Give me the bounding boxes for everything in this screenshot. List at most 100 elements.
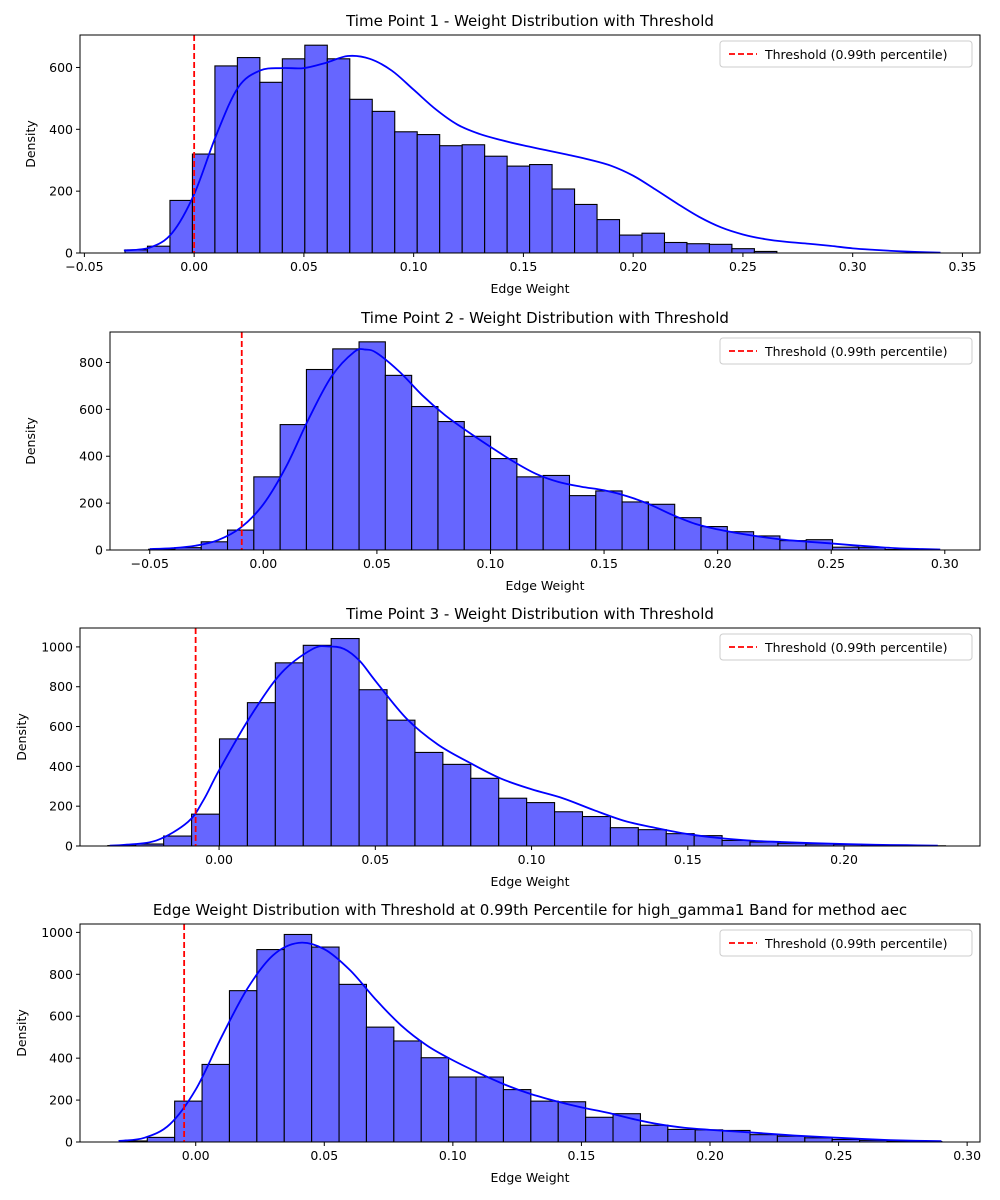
chart-panel-2: −0.05 0.00 0.05 0.10 0.15 0.20 0.25 0.30 0 200 400… xyxy=(23,309,981,593)
histogram-bar xyxy=(502,1089,532,1142)
histogram-bar xyxy=(516,476,544,550)
y-tick-label: 200 xyxy=(49,1093,73,1108)
histogram-bar xyxy=(246,702,276,846)
x-tick-label: 0.00 xyxy=(182,1148,210,1163)
histogram-bar xyxy=(475,1076,504,1142)
plot-area xyxy=(148,332,941,550)
histogram-bar xyxy=(585,1116,614,1142)
histogram-bar xyxy=(169,199,193,253)
x-tick-label: 0.20 xyxy=(704,556,732,571)
y-tick-label: 600 xyxy=(49,1009,73,1024)
histogram-bar xyxy=(236,57,261,253)
plot-area xyxy=(123,35,941,253)
histogram-bar xyxy=(490,458,518,550)
histogram-bar xyxy=(621,501,649,550)
histogram-bar xyxy=(163,835,193,846)
axes-frame xyxy=(79,923,981,1143)
y-tick-label: 0 xyxy=(65,1135,73,1150)
legend: Threshold (0.99th percentile) xyxy=(719,40,973,68)
histogram-bar xyxy=(557,1101,587,1142)
histogram-bar xyxy=(618,234,643,253)
axes-frame xyxy=(79,627,981,847)
histogram-bar xyxy=(302,644,332,846)
plot-area xyxy=(118,924,943,1142)
histogram-bar xyxy=(749,1134,778,1142)
histogram-bar xyxy=(686,243,710,253)
legend-threshold-label: Threshold (0.99th percentile) xyxy=(764,47,947,62)
x-tick-label: 0.30 xyxy=(839,259,867,274)
x-tick-label: 0.10 xyxy=(477,556,505,571)
histogram-bar xyxy=(749,841,779,846)
y-axis-label: Density xyxy=(23,417,38,465)
y-tick-label: 800 xyxy=(49,679,73,694)
legend: Threshold (0.99th percentile) xyxy=(719,929,973,957)
histogram-bar xyxy=(542,474,571,550)
y-tick-label: 600 xyxy=(79,402,103,417)
x-tick-label: 0.20 xyxy=(619,259,647,274)
x-axis-label: Edge Weight xyxy=(506,578,585,593)
histogram-bar xyxy=(304,44,328,253)
x-tick-label: 0.25 xyxy=(825,1148,853,1163)
x-tick-label: 0.10 xyxy=(400,259,428,274)
legend: Threshold (0.99th percentile) xyxy=(719,337,973,365)
x-tick-label: −0.05 xyxy=(131,556,169,571)
chart-title: Time Point 2 - Weight Distribution with … xyxy=(360,309,729,327)
histogram-bar xyxy=(281,58,306,253)
legend-threshold-label: Threshold (0.99th percentile) xyxy=(764,936,947,951)
histogram-bar xyxy=(358,689,388,846)
y-tick-label: 200 xyxy=(49,184,73,199)
histogram-bar xyxy=(437,420,465,550)
histogram-bar xyxy=(461,144,486,253)
histogram-bar xyxy=(358,341,386,550)
legend-box xyxy=(719,633,973,661)
histogram-bar xyxy=(218,738,248,846)
histogram-bar xyxy=(420,1057,450,1142)
x-tick-label: 0.10 xyxy=(518,852,546,867)
x-tick-label: 0.05 xyxy=(290,259,318,274)
histogram-bar xyxy=(411,405,439,550)
x-tick-label: 0.35 xyxy=(949,259,977,274)
histogram-bar xyxy=(805,539,834,550)
x-tick-label: 0.30 xyxy=(931,556,959,571)
histogram-bar xyxy=(174,1100,203,1142)
x-axis-label: Edge Weight xyxy=(491,281,570,296)
x-tick-label: 0.20 xyxy=(696,1148,724,1163)
x-tick-label: 0.25 xyxy=(729,259,757,274)
histogram-bar xyxy=(721,839,751,846)
x-tick-label: 0.15 xyxy=(568,1148,596,1163)
chart-title: Time Point 3 - Weight Distribution with … xyxy=(345,605,714,623)
histogram-bar xyxy=(667,1128,696,1142)
histogram-bar xyxy=(551,188,576,253)
x-tick-label: 0.20 xyxy=(830,852,858,867)
y-tick-label: 0 xyxy=(65,839,73,854)
x-tick-label: 0.25 xyxy=(817,556,845,571)
legend-box xyxy=(719,929,973,957)
histogram-bar xyxy=(694,1129,724,1142)
x-tick-label: 0.05 xyxy=(361,852,389,867)
kde-curve xyxy=(118,941,942,1142)
histogram-bar xyxy=(330,637,360,846)
legend-box xyxy=(719,40,973,68)
histogram-bar xyxy=(228,990,258,1142)
histogram-bar xyxy=(641,232,666,253)
histogram-bar xyxy=(338,983,367,1142)
histogram-bar xyxy=(526,802,556,846)
chart-title: Time Point 1 - Weight Distribution with … xyxy=(345,12,714,30)
axes-frame xyxy=(109,331,981,551)
x-tick-label: 0.15 xyxy=(674,852,702,867)
legend-threshold-label: Threshold (0.99th percentile) xyxy=(764,344,947,359)
histogram-bar xyxy=(530,1100,559,1142)
histogram-bar xyxy=(665,833,695,846)
histogram-bar xyxy=(365,1026,395,1142)
y-tick-label: 800 xyxy=(49,967,73,982)
histogram-bar xyxy=(595,490,623,550)
x-axis-label: Edge Weight xyxy=(491,1170,570,1185)
histogram-bar xyxy=(349,98,373,253)
x-tick-label: 0.15 xyxy=(509,259,537,274)
histogram-bar xyxy=(274,662,304,846)
histogram-bar xyxy=(146,1136,176,1142)
histogram-bar xyxy=(663,241,688,253)
y-tick-label: 1000 xyxy=(41,639,73,654)
y-tick-label: 1000 xyxy=(41,925,73,940)
x-tick-label: 0.15 xyxy=(590,556,618,571)
